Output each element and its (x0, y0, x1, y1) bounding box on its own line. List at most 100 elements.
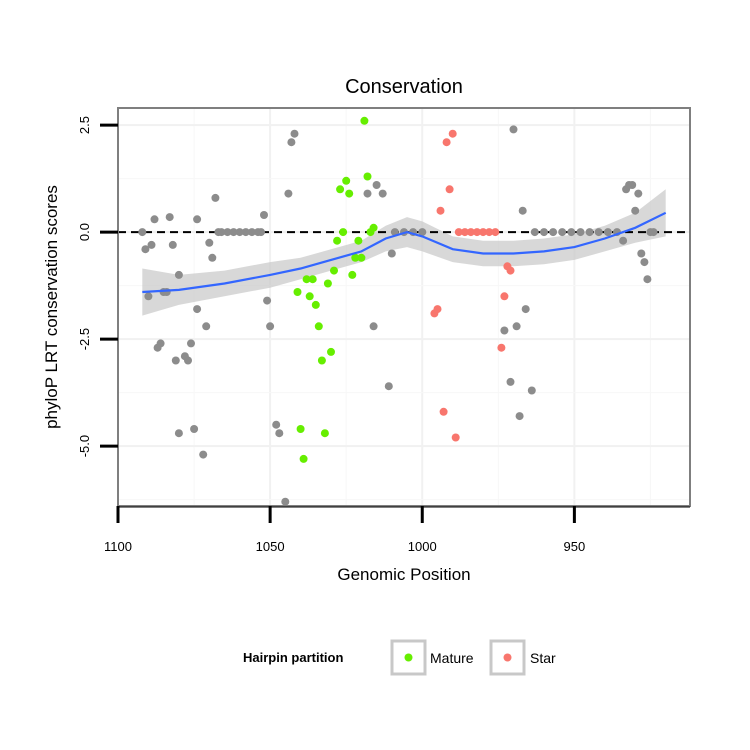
legend-swatch-star (503, 653, 512, 662)
point-other (515, 412, 524, 421)
plot-area (117, 107, 691, 507)
x-axis: 1100 1050 1000 950 (104, 506, 690, 554)
point-star (491, 228, 500, 237)
point-mature (342, 176, 351, 185)
confidence-band (142, 189, 666, 316)
point-other (372, 181, 381, 189)
point-other (585, 228, 594, 237)
point-mature (296, 425, 305, 433)
point-mature (311, 300, 320, 309)
point-other (628, 181, 637, 189)
point-other (235, 228, 244, 237)
point-mature (345, 189, 354, 198)
point-other (205, 238, 214, 247)
point-star (473, 228, 481, 237)
point-star (439, 407, 448, 416)
point-other (506, 377, 515, 386)
y-axis: 2.5 0.0 -2.5 -5.0 (77, 116, 118, 457)
point-other (162, 288, 171, 296)
point-other (260, 211, 268, 219)
point-other (138, 228, 147, 237)
point-other (247, 228, 256, 237)
point-other (217, 228, 226, 237)
point-other (193, 215, 202, 224)
point-other (241, 228, 250, 237)
point-other (558, 228, 567, 237)
point-other (174, 270, 183, 279)
point-other (208, 253, 217, 262)
point-other (509, 125, 518, 134)
x-tick-label: 1000 (408, 539, 437, 554)
point-other (540, 228, 548, 237)
point-other (193, 305, 202, 314)
point-mature (354, 236, 363, 245)
smooth-curve (142, 211, 667, 294)
point-other (229, 228, 238, 237)
point-mature (339, 228, 348, 237)
y-tick-label: -2.5 (77, 328, 92, 350)
point-other (272, 420, 281, 429)
point-mature (320, 429, 329, 438)
point-other (190, 425, 199, 433)
point-mature (317, 356, 326, 365)
point-mature (305, 292, 314, 301)
x-tick-label: 1050 (256, 539, 285, 554)
point-star (445, 185, 454, 194)
legend-swatch-mature (404, 653, 413, 662)
point-other (567, 228, 576, 237)
point-other (141, 245, 150, 254)
point-other (378, 189, 387, 198)
point-other (512, 322, 521, 331)
point-other (518, 206, 527, 215)
point-other (634, 189, 643, 198)
data-points (138, 116, 658, 506)
point-other (168, 240, 177, 249)
x-axis-label: Genomic Position (337, 565, 470, 584)
point-mature (369, 223, 378, 232)
legend: Hairpin partition Mature Star (243, 639, 556, 676)
point-mature (351, 253, 360, 262)
point-star (451, 433, 460, 442)
point-other (150, 215, 159, 224)
point-mature (357, 253, 366, 262)
point-star (506, 266, 515, 275)
point-other (619, 236, 628, 245)
point-star (460, 228, 469, 237)
point-mature (363, 172, 372, 181)
point-mature (314, 322, 323, 331)
point-star (436, 206, 445, 215)
plot-border (117, 107, 691, 507)
point-other (144, 292, 153, 301)
point-other (643, 275, 652, 284)
point-other (184, 356, 192, 365)
point-other (369, 322, 378, 331)
x-tick-label: 950 (564, 539, 586, 554)
point-mature (333, 236, 342, 245)
point-mature (348, 270, 357, 279)
point-other (199, 450, 208, 459)
y-tick-label: -5.0 (77, 435, 92, 457)
point-other (165, 213, 174, 222)
point-mature (299, 454, 308, 463)
legend-label-star: Star (530, 650, 556, 666)
legend-entries: Mature Star (390, 639, 556, 676)
y-tick-label: 0.0 (77, 223, 92, 241)
point-mature (302, 275, 311, 284)
point-other (202, 322, 211, 331)
legend-label-mature: Mature (430, 650, 474, 666)
point-other (594, 228, 603, 237)
point-other (281, 497, 290, 506)
y-tick-label: 2.5 (77, 116, 92, 134)
point-other (387, 249, 396, 258)
point-other (640, 258, 649, 267)
chart-title: Conservation (345, 76, 463, 98)
point-other (649, 228, 658, 237)
point-other (257, 228, 265, 237)
point-other (521, 305, 530, 314)
point-other (290, 129, 299, 138)
point-other (266, 322, 275, 331)
point-star (466, 228, 475, 237)
point-star (485, 228, 494, 237)
